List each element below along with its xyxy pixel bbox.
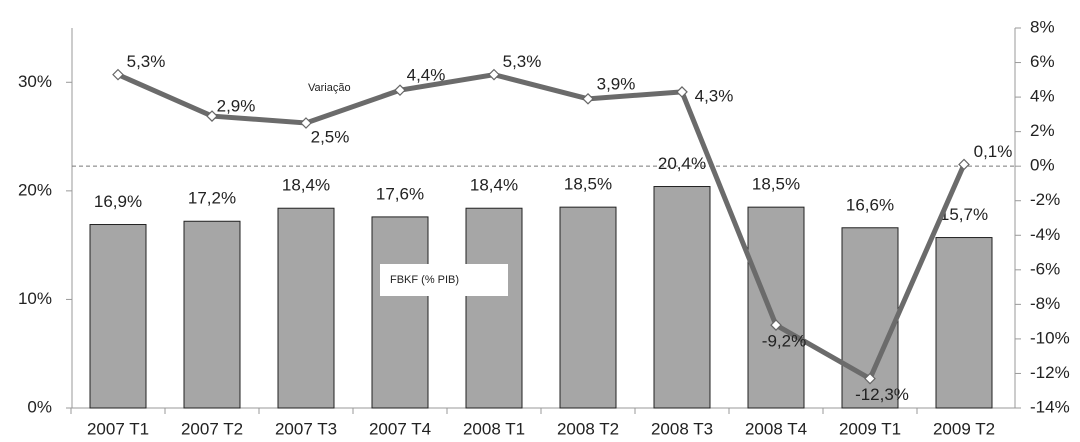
line-marker (112, 68, 124, 81)
y2-tick-label: -4% (1030, 225, 1060, 244)
bar-value-label: 15,7% (940, 205, 988, 224)
line-marker (300, 117, 312, 129)
line-value-label: -9,2% (762, 332, 806, 351)
bar-value-label: 18,4% (470, 176, 518, 195)
x-tick-label: 2009 T1 (839, 419, 901, 438)
y2-tick-label: 6% (1030, 52, 1055, 71)
y2-tick-label: 8% (1030, 17, 1055, 36)
y2-tick-label: -10% (1030, 328, 1070, 347)
bar-value-label: 16,9% (94, 192, 142, 211)
x-tick-label: 2007 T1 (87, 419, 149, 438)
line-marker (770, 319, 782, 331)
x-tick-label: 2009 T2 (933, 419, 995, 438)
bar (371, 216, 429, 409)
bar (465, 207, 523, 409)
line-value-label: 3,9% (597, 74, 636, 93)
y2-tick-label: -14% (1030, 397, 1070, 416)
x-tick-label: 2007 T3 (275, 419, 337, 438)
x-tick-label: 2008 T4 (745, 419, 807, 438)
y2-tick-label: -12% (1030, 363, 1070, 382)
y-tick-label: 10% (18, 289, 52, 308)
bar (183, 220, 241, 409)
bar (747, 206, 805, 409)
line-marker (206, 110, 218, 122)
bar-value-label: 18,5% (752, 175, 800, 194)
bar-value-label: 18,4% (282, 176, 330, 195)
line-value-label: 5,3% (503, 52, 542, 71)
line (116, 72, 967, 383)
line-value-label: 0,1% (974, 142, 1013, 161)
line-marker (394, 84, 406, 97)
line-marker (864, 372, 876, 385)
line-value-label: 5,3% (127, 52, 166, 71)
y2-tick-label: -8% (1030, 294, 1060, 313)
line-marker (958, 158, 970, 171)
line-value-label: 2,9% (217, 97, 256, 116)
bar-value-label: 17,6% (376, 184, 424, 203)
legend-label: Variação (308, 82, 351, 94)
y-tick-label: 30% (18, 72, 52, 91)
bar-value-label: 17,2% (188, 189, 236, 208)
x-tick-label: 2008 T2 (557, 419, 619, 438)
bar (277, 207, 335, 409)
y2-tick-label: 2% (1030, 121, 1055, 140)
line-value-label: 4,4% (407, 66, 446, 85)
line-value-label: -12,3% (855, 385, 909, 404)
bar-value-label: 16,6% (846, 195, 894, 214)
legend-box (380, 264, 508, 296)
y2-tick-label: -2% (1030, 190, 1060, 209)
bar (89, 224, 147, 409)
bar-value-label: 18,5% (564, 175, 612, 194)
line-value-label: 4,3% (695, 86, 734, 105)
y-tick-label: 0% (27, 397, 52, 416)
y2-tick-label: 4% (1030, 87, 1055, 106)
bar (935, 237, 993, 409)
bar-value-label: 20,4% (658, 154, 706, 173)
line-marker (488, 68, 500, 81)
y2-tick-label: 0% (1030, 156, 1055, 175)
x-tick-label: 2007 T4 (369, 419, 431, 438)
bar (653, 186, 711, 409)
line-marker (582, 92, 594, 105)
bar (559, 206, 617, 409)
legend-label: FBKF (% PIB) (390, 274, 459, 286)
x-tick-label: 2008 T3 (651, 419, 713, 438)
line-marker (676, 86, 688, 98)
x-tick-label: 2008 T1 (463, 419, 525, 438)
line-value-label: 2,5% (311, 127, 350, 146)
x-tick-label: 2007 T2 (181, 419, 243, 438)
y2-tick-label: -6% (1030, 259, 1060, 278)
y-tick-label: 20% (18, 180, 52, 199)
